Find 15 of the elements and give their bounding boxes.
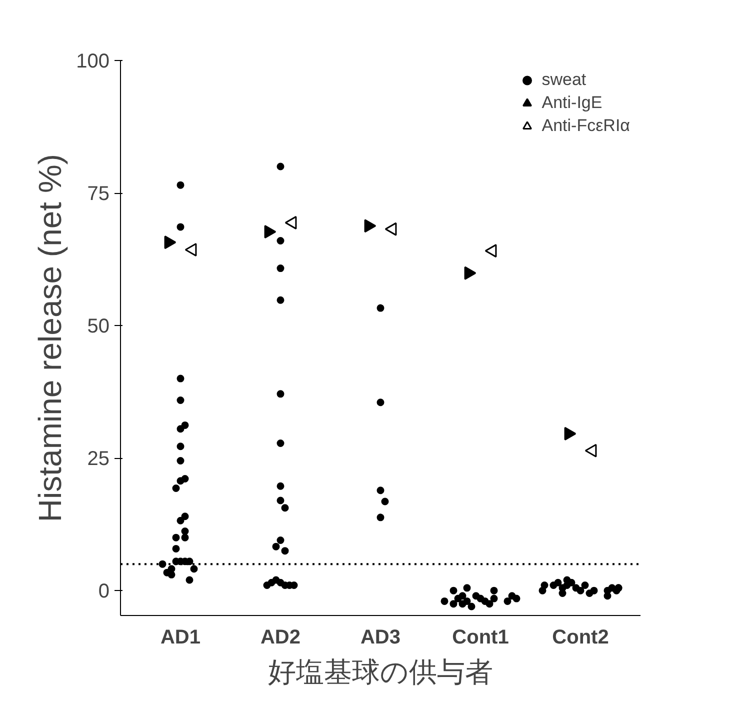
legend-label: Anti-FcεRIα bbox=[542, 116, 630, 136]
legend-label: Anti-IgE bbox=[542, 93, 602, 113]
x-tick-label: AD2 bbox=[260, 626, 301, 648]
x-tick-label: AD1 bbox=[160, 626, 201, 648]
y-tick-label: 0 bbox=[98, 580, 110, 603]
x-tick-label: Cont2 bbox=[552, 626, 609, 648]
y-tick-label: 100 bbox=[76, 50, 110, 72]
y-axis-title: Histamine release (net %) bbox=[32, 154, 68, 522]
y-tick-label: 75 bbox=[87, 183, 110, 206]
x-tick-label: AD3 bbox=[360, 626, 401, 648]
x-axis-title: 好塩基球の供与者 bbox=[268, 656, 493, 688]
x-tick-label: Cont1 bbox=[452, 626, 509, 648]
y-tick-label: 50 bbox=[87, 316, 110, 338]
y-tick-label: 25 bbox=[87, 448, 110, 470]
legend-label: sweat bbox=[542, 70, 586, 90]
